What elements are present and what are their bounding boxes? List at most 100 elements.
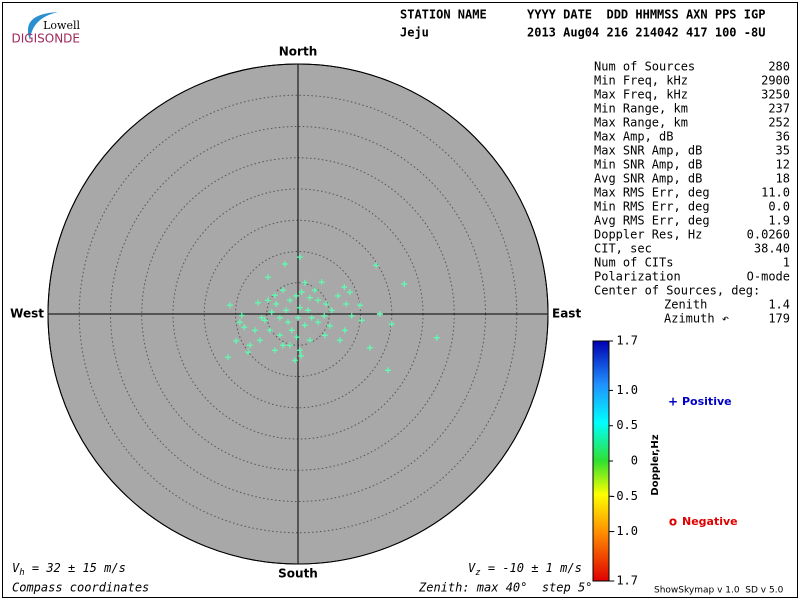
source-point: [298, 352, 305, 359]
source-point: [271, 292, 278, 299]
velocity-subscript: z: [475, 568, 480, 578]
source-point: [286, 342, 293, 349]
stat-label: Max Amp, dB: [594, 130, 673, 144]
source-point: [265, 274, 271, 281]
stat-value: 12: [776, 158, 790, 172]
logo-line1: Lowell: [43, 19, 80, 32]
source-point: [328, 307, 335, 314]
colorbar-tick-label: -1.0: [609, 524, 638, 538]
source-point: [326, 322, 333, 329]
stat-value: 18: [776, 172, 790, 186]
source-point: [285, 319, 291, 326]
legend-label: Negative: [682, 515, 738, 528]
stat-label: CIT, sec: [594, 242, 652, 256]
stat-value: 237: [768, 102, 790, 116]
source-point: [336, 337, 343, 344]
stat-value: 0.0: [768, 200, 790, 214]
velocity-symbol: V: [468, 561, 476, 575]
velocity-symbol: V: [12, 561, 20, 575]
colorbar-tick-label: 0.5: [616, 418, 638, 432]
source-point: [388, 321, 395, 327]
stat-label: Min Range, km: [594, 102, 688, 116]
source-point: [298, 289, 305, 296]
stat-value: 11.0: [761, 186, 790, 200]
colorbar-tick-label: -0.5: [609, 489, 638, 503]
stat-value: 179: [768, 312, 790, 326]
source-point: [296, 347, 303, 354]
velocity-text: = 32 ± 15 m/s: [25, 561, 126, 575]
legend-symbol: +: [668, 395, 678, 409]
source-point: [335, 292, 341, 299]
stat-label: Doppler Res, Hz: [594, 228, 702, 242]
logo-swoosh: [27, 12, 58, 40]
source-point: [341, 284, 348, 291]
source-point: [266, 327, 273, 334]
source-point: [301, 279, 308, 286]
stat-label: Num of CITs: [594, 256, 673, 270]
stat-label: Min RMS Err, deg: [594, 200, 710, 214]
source-point: [306, 294, 313, 301]
colorbar-tick-label: 1.7: [616, 334, 638, 348]
source-point: [321, 332, 328, 339]
source-point: [261, 317, 268, 324]
source-point: [318, 279, 325, 286]
compass-label: West: [10, 307, 44, 321]
stat-label: Max SNR Amp, dB: [594, 144, 702, 158]
colorbar: [592, 340, 610, 582]
source-point: [306, 337, 313, 344]
source-point: [311, 287, 318, 294]
stat-value: 36: [776, 130, 790, 144]
stat-label: Zenith: [664, 298, 707, 312]
source-point: [286, 297, 293, 304]
source-point: [226, 302, 233, 309]
compass-label: East: [552, 307, 581, 321]
stat-value: 1: [783, 256, 790, 270]
stat-label: Azimuth ↶: [664, 312, 729, 326]
source-point: [291, 357, 298, 364]
stat-value: 2900: [761, 74, 790, 88]
header-label: YYYY DATE DDD HHMMSS AXN PPS IGP: [527, 8, 765, 22]
velocity-note: Vz = -10 ± 1 m/s: [468, 561, 582, 578]
stat-label: Num of Sources: [594, 60, 695, 74]
source-point: [281, 261, 288, 267]
source-point: [348, 312, 355, 319]
source-point: [321, 312, 328, 319]
velocity-subscript: h: [19, 568, 24, 578]
stat-value: 1.9: [768, 214, 790, 228]
stat-label: Polarization: [594, 270, 681, 284]
velocity-text: = -10 ± 1 m/s: [481, 561, 582, 575]
zenith-note: Zenith: max 40° step 5°: [418, 581, 592, 595]
source-point: [323, 301, 330, 307]
coords-note: Compass coordinates: [12, 581, 149, 595]
source-point: [358, 317, 365, 324]
stat-heading: Center of Sources, deg:: [594, 284, 760, 298]
stat-value: 3250: [761, 88, 790, 102]
source-point: [433, 334, 440, 341]
stat-value: 1.4: [768, 298, 790, 312]
source-point: [296, 254, 303, 261]
stat-value: 35: [776, 144, 790, 158]
stat-value: 0.0260: [747, 228, 790, 242]
source-point: [276, 332, 283, 339]
source-point: [258, 314, 265, 321]
colorbar-title: Doppler,Hz: [650, 434, 661, 495]
source-point: [241, 324, 248, 331]
source-point: [256, 337, 263, 344]
stat-label: Max Freq, kHz: [594, 88, 688, 102]
source-point: [283, 307, 290, 314]
source-point: [293, 334, 300, 341]
source-point: [280, 342, 286, 349]
source-point: [276, 314, 283, 321]
legend-symbol: o: [669, 515, 677, 529]
source-point: [233, 337, 240, 344]
source-point: [288, 327, 295, 334]
stat-value: 280: [768, 60, 790, 74]
source-point: [385, 367, 391, 374]
stat-value: O-mode: [747, 270, 790, 284]
source-point: [315, 319, 321, 326]
source-point: [401, 281, 408, 287]
version-note: ShowSkymap v 1.0 SD v 5.0: [654, 586, 784, 596]
colorbar-tick-label: 1.0: [616, 383, 638, 397]
stat-label: Avg RMS Err, deg: [594, 214, 710, 228]
